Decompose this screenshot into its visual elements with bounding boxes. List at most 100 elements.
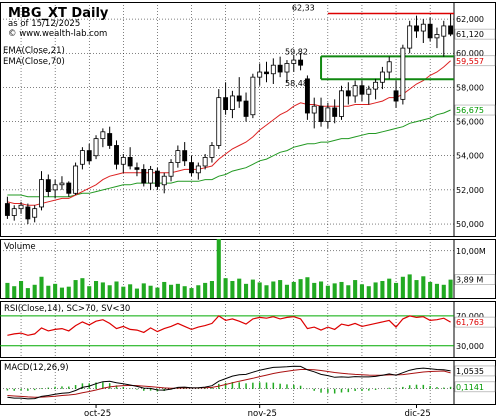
candle-down: [141, 168, 147, 184]
volume-bar: [155, 287, 160, 298]
volume-title: Volume: [4, 242, 36, 252]
price-last-box: [454, 55, 496, 67]
volume-bar: [305, 277, 310, 298]
volume-bar: [380, 281, 385, 298]
macd-last-box: [454, 365, 496, 377]
candle-down: [414, 25, 419, 32]
candle-down: [182, 150, 188, 162]
candle-down: [189, 162, 194, 174]
candle-up: [311, 105, 317, 114]
candle-up: [386, 61, 392, 73]
volume-bar: [66, 286, 71, 298]
volume-bar: [312, 282, 317, 298]
candle-up: [434, 34, 440, 39]
candle-up: [216, 97, 222, 146]
candle-up: [52, 184, 58, 191]
candle-down: [127, 157, 133, 167]
volume-bar: [128, 284, 133, 298]
price-ytick-label: 58,000: [456, 83, 484, 92]
candle-down: [4, 203, 10, 216]
candle-up: [100, 131, 106, 140]
as-of-date: as of 15/12/2025: [8, 19, 80, 29]
candle-up: [270, 64, 276, 75]
volume-bar: [189, 288, 194, 298]
candle-up: [229, 95, 235, 111]
volume-bar: [162, 281, 167, 298]
volume-bar: [394, 282, 399, 298]
price-annotation: 62,33: [292, 3, 315, 12]
candle-up: [250, 76, 256, 116]
candle-down: [448, 25, 454, 35]
volume-bar: [196, 285, 201, 298]
volume-bar: [87, 286, 92, 298]
price-last-label: 56,675: [456, 106, 484, 115]
price-annotation: 59,82: [285, 47, 308, 56]
candle-down: [427, 23, 433, 39]
candle-up: [352, 85, 358, 97]
volume-bar: [291, 281, 296, 298]
candle-up: [366, 88, 372, 95]
macd-last-box: [454, 381, 496, 393]
price-ytick-label: 54,000: [456, 152, 484, 161]
volume-bar: [141, 283, 146, 298]
volume-bar: [332, 283, 337, 298]
price-ytick-label: 62,000: [456, 15, 484, 24]
candle-up: [168, 162, 174, 177]
candle-up: [175, 150, 181, 163]
volume-bar: [257, 282, 262, 298]
price-annotation: 58,48: [285, 79, 308, 88]
volume-bar: [114, 281, 119, 298]
x-tick-label: oct-25: [84, 409, 111, 419]
volume-bar: [94, 281, 99, 298]
volume-bar: [39, 276, 44, 298]
rsi-last-label: 61,763: [456, 318, 484, 327]
candle-down: [298, 59, 304, 66]
candle-down: [277, 64, 283, 73]
candle-up: [73, 165, 79, 194]
price-ytick-label: 60,000: [456, 49, 484, 58]
pane-frame-price: [0, 2, 496, 237]
candle-down: [86, 150, 92, 162]
macd-last-label: 0,1141: [456, 383, 484, 392]
candle-up: [339, 90, 344, 117]
price-ytick-label: 50,000: [456, 220, 484, 229]
candle-up: [148, 168, 154, 184]
macd-last-label: 1,0535: [456, 367, 484, 376]
price-last-box: [454, 28, 496, 40]
price-last-label: 59,557: [456, 57, 484, 66]
volume-ytick-label: 10,00M: [456, 247, 486, 256]
candle-up: [79, 150, 85, 165]
volume-bar: [80, 278, 85, 298]
candle-up: [441, 25, 447, 37]
pane-frame-macd: [0, 360, 496, 405]
candle-down: [45, 179, 51, 192]
x-tick-label: nov-25: [248, 409, 277, 419]
macd-signal-line: [7, 369, 451, 398]
volume-bar: [434, 283, 439, 298]
ema70-line: [7, 109, 451, 198]
volume-bar: [230, 281, 235, 298]
volume-bar: [441, 284, 446, 298]
price-last-box: [454, 104, 496, 116]
volume-bar: [12, 286, 17, 298]
candle-up: [161, 175, 167, 186]
volume-bar: [407, 274, 412, 298]
volume-bar: [448, 279, 453, 298]
candle-up: [11, 208, 17, 216]
volume-bar: [203, 282, 208, 298]
macd-line: [7, 365, 451, 400]
candle-down: [154, 170, 160, 187]
volume-bar: [278, 280, 283, 298]
volume-bar: [169, 284, 174, 298]
volume-bar: [353, 280, 358, 298]
volume-bar: [237, 278, 242, 298]
volume-bar: [346, 285, 351, 298]
legend-ema21: EMA(Close,21): [3, 46, 65, 56]
volume-bar: [182, 286, 187, 298]
candle-down: [25, 206, 31, 220]
candle-down: [359, 85, 365, 95]
candle-up: [407, 25, 413, 49]
volume-bar: [264, 285, 269, 298]
volume-bar: [25, 288, 30, 298]
